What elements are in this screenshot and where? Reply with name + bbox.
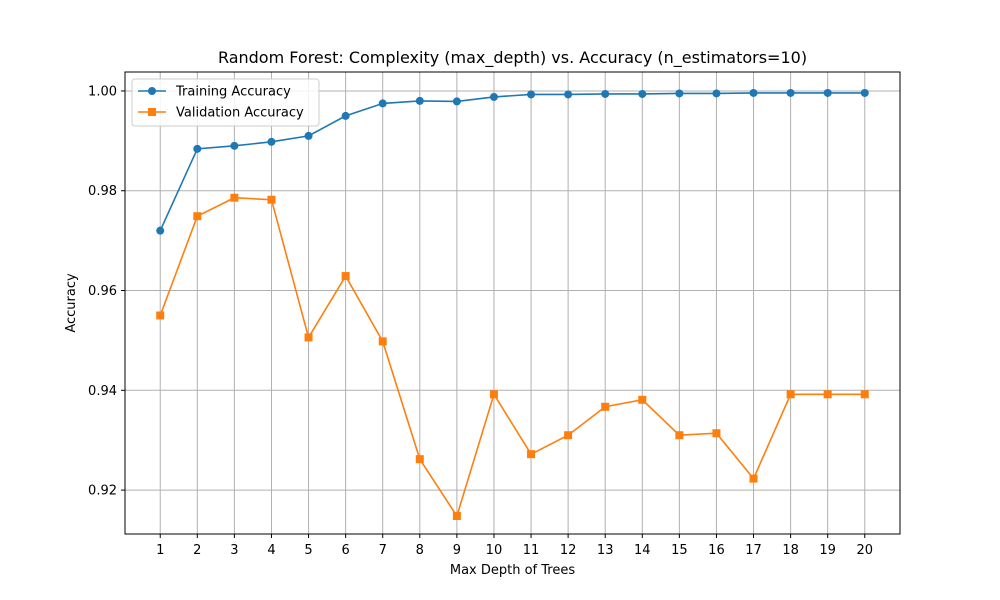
data-point-marker (527, 450, 536, 459)
data-point-marker (860, 88, 869, 97)
data-point-marker (230, 193, 239, 202)
data-point-marker (786, 390, 795, 399)
ticks-layer: 1 2 3 4 5 6 7 8 9 10 11 12 13 14 15 16 17 18 19 200.920.940… (88, 84, 873, 558)
data-point-marker (415, 96, 424, 105)
y-tick-label: 0.98 (88, 184, 117, 199)
data-point-marker (823, 88, 832, 97)
data-point-marker (341, 272, 350, 281)
x-tick-label: 8 (416, 543, 424, 558)
x-tick-label: 18 (782, 543, 799, 558)
data-point-marker (712, 89, 721, 98)
y-tick-label: 0.94 (88, 384, 117, 399)
legend-label: Training Accuracy (175, 85, 291, 100)
data-point-marker (638, 89, 647, 98)
x-tick-label: 1 (156, 543, 164, 558)
data-point-marker (564, 90, 573, 99)
data-point-marker (415, 455, 424, 464)
data-point-marker (341, 111, 350, 120)
legend-item: Training Accuracy (138, 85, 291, 100)
data-point-marker (749, 88, 758, 97)
data-point-marker (267, 195, 276, 204)
data-point-marker (786, 88, 795, 97)
y-tick-label: 0.96 (88, 284, 117, 299)
data-point-marker (230, 141, 239, 150)
x-tick-label: 6 (341, 543, 349, 558)
chart-title: Random Forest: Complexity (max_depth) vs… (218, 48, 807, 68)
y-tick-label: 0.92 (88, 484, 117, 499)
data-point-marker (452, 97, 461, 106)
x-tick-label: 9 (453, 543, 461, 558)
legend-label: Validation Accuracy (176, 106, 304, 121)
data-point-marker (823, 390, 832, 399)
data-point-marker (304, 333, 313, 342)
data-point-marker (564, 431, 573, 440)
data-point-marker (452, 512, 461, 521)
y-tick-label: 1.00 (88, 84, 117, 99)
data-point-marker (601, 402, 610, 411)
x-tick-label: 10 (486, 543, 503, 558)
data-point-marker (527, 90, 536, 99)
data-point-marker (675, 89, 684, 98)
data-point-marker (860, 390, 869, 399)
data-point-marker (675, 431, 684, 440)
x-tick-label: 14 (634, 543, 651, 558)
data-point-marker (156, 226, 165, 235)
data-point-marker (378, 99, 387, 108)
x-tick-label: 5 (304, 543, 312, 558)
data-point-marker (193, 144, 202, 153)
legend: Training Accuracy Validation Accuracy (131, 78, 320, 127)
x-tick-label: 16 (708, 543, 725, 558)
plot-area-frame (124, 71, 901, 535)
series-layer (156, 88, 869, 521)
x-tick-label: 7 (379, 543, 387, 558)
x-tick-label: 20 (856, 543, 873, 558)
data-point-marker (712, 429, 721, 438)
x-tick-label: 19 (819, 543, 836, 558)
data-point-marker (638, 395, 647, 404)
data-point-marker (378, 337, 387, 346)
data-point-marker (601, 89, 610, 98)
x-tick-label: 4 (267, 543, 275, 558)
legend-marker (148, 87, 156, 95)
series-line (159, 196, 865, 518)
data-point-marker (156, 311, 165, 320)
data-point-marker (193, 212, 202, 221)
x-tick-label: 11 (523, 543, 540, 558)
x-axis-label: Max Depth of Trees (450, 563, 575, 578)
x-tick-label: 2 (193, 543, 201, 558)
x-tick-label: 12 (560, 543, 577, 558)
series-training (156, 88, 869, 235)
x-tick-label: 3 (230, 543, 238, 558)
series-line (159, 92, 865, 231)
legend-marker (148, 108, 156, 116)
series-validation (156, 193, 869, 521)
data-point-marker (489, 92, 498, 101)
x-tick-label: 15 (671, 543, 688, 558)
data-point-marker (304, 131, 313, 140)
data-point-marker (489, 390, 498, 399)
y-axis-label: Accuracy (64, 273, 79, 333)
legend-box (131, 78, 320, 127)
data-point-marker (267, 137, 276, 146)
data-point-marker (749, 474, 758, 483)
x-tick-label: 13 (597, 543, 614, 558)
legend-item: Validation Accuracy (138, 106, 304, 121)
x-tick-label: 17 (745, 543, 762, 558)
